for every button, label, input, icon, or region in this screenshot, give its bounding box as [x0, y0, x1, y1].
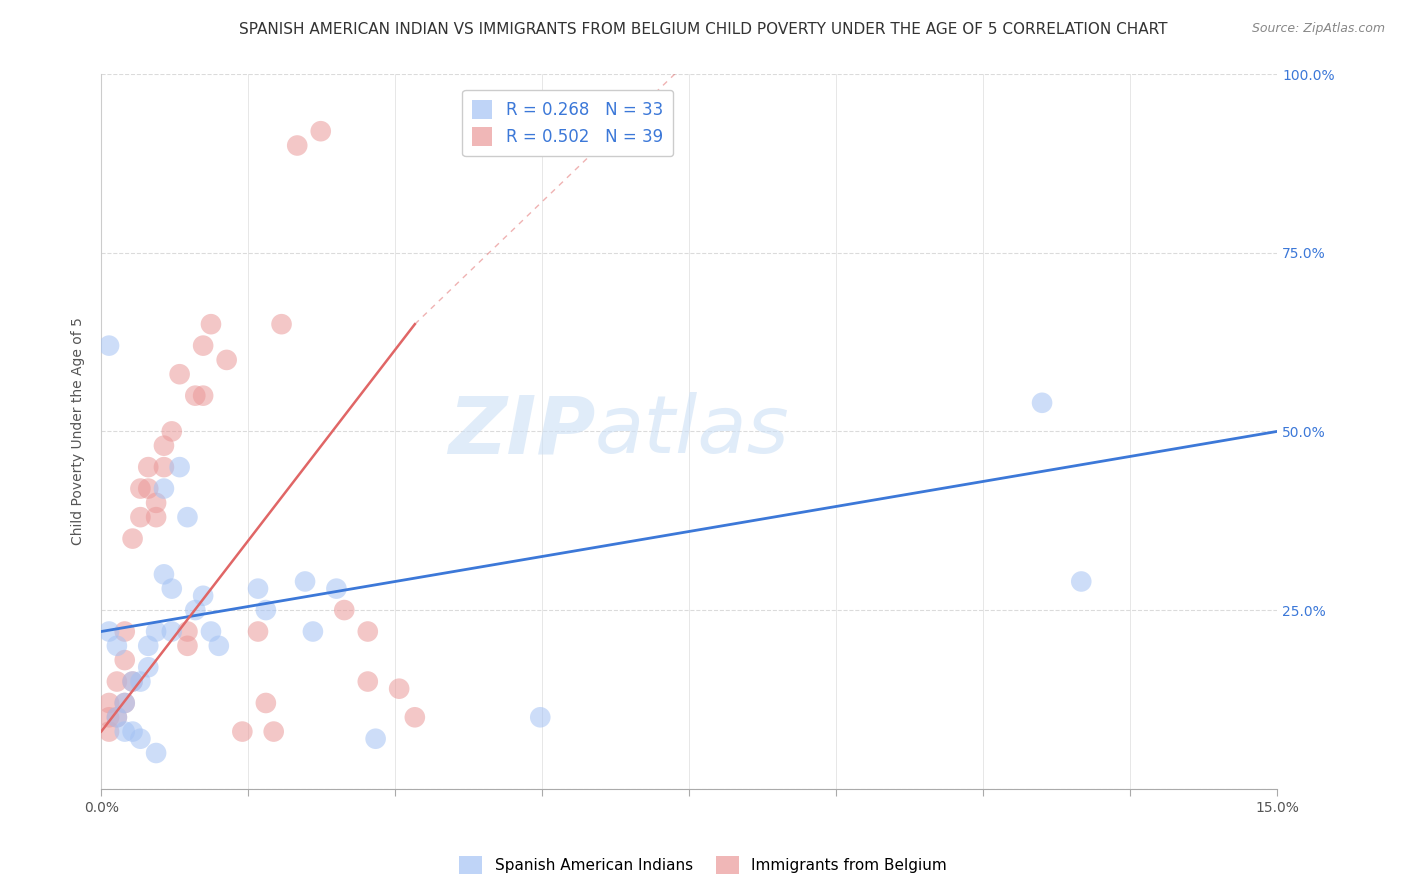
Point	[114, 653, 136, 667]
Point	[247, 582, 270, 596]
Point	[121, 724, 143, 739]
Point	[208, 639, 231, 653]
Point	[105, 710, 128, 724]
Point	[191, 338, 214, 352]
Point	[98, 624, 121, 639]
Point	[529, 710, 551, 724]
Point	[121, 674, 143, 689]
Point	[1070, 574, 1092, 589]
Point	[98, 724, 121, 739]
Point	[231, 724, 253, 739]
Point	[121, 532, 143, 546]
Point	[136, 639, 159, 653]
Point	[145, 510, 167, 524]
Point	[136, 482, 159, 496]
Point	[136, 660, 159, 674]
Point	[105, 639, 128, 653]
Point	[357, 624, 380, 639]
Point	[357, 674, 380, 689]
Point	[136, 460, 159, 475]
Point	[254, 696, 277, 710]
Point	[114, 624, 136, 639]
Point	[404, 710, 426, 724]
Point	[153, 460, 176, 475]
Point	[114, 724, 136, 739]
Point	[191, 589, 214, 603]
Point	[105, 710, 128, 724]
Legend: Spanish American Indians, Immigrants from Belgium: Spanish American Indians, Immigrants fro…	[453, 850, 953, 880]
Point	[160, 582, 183, 596]
Point	[176, 624, 198, 639]
Point	[388, 681, 411, 696]
Point	[200, 624, 222, 639]
Point	[145, 496, 167, 510]
Point	[263, 724, 285, 739]
Point	[325, 582, 347, 596]
Point	[254, 603, 277, 617]
Y-axis label: Child Poverty Under the Age of 5: Child Poverty Under the Age of 5	[72, 318, 86, 545]
Point	[98, 710, 121, 724]
Legend: R = 0.268   N = 33, R = 0.502   N = 39: R = 0.268 N = 33, R = 0.502 N = 39	[463, 89, 673, 156]
Point	[153, 482, 176, 496]
Point	[1031, 396, 1053, 410]
Point	[364, 731, 387, 746]
Point	[176, 639, 198, 653]
Point	[129, 731, 152, 746]
Point	[121, 674, 143, 689]
Point	[184, 603, 207, 617]
Point	[215, 352, 238, 367]
Point	[176, 510, 198, 524]
Point	[169, 460, 191, 475]
Point	[333, 603, 356, 617]
Point	[114, 696, 136, 710]
Point	[153, 439, 176, 453]
Point	[105, 674, 128, 689]
Point	[169, 368, 191, 382]
Point	[309, 124, 332, 138]
Text: Source: ZipAtlas.com: Source: ZipAtlas.com	[1251, 22, 1385, 36]
Point	[129, 674, 152, 689]
Text: ZIP: ZIP	[447, 392, 595, 470]
Point	[98, 696, 121, 710]
Point	[129, 482, 152, 496]
Point	[160, 425, 183, 439]
Point	[160, 624, 183, 639]
Point	[153, 567, 176, 582]
Point	[302, 624, 325, 639]
Point	[247, 624, 270, 639]
Point	[145, 746, 167, 760]
Point	[285, 138, 308, 153]
Point	[184, 389, 207, 403]
Point	[98, 338, 121, 352]
Point	[145, 624, 167, 639]
Point	[114, 696, 136, 710]
Point	[294, 574, 316, 589]
Text: atlas: atlas	[595, 392, 790, 470]
Point	[191, 389, 214, 403]
Text: SPANISH AMERICAN INDIAN VS IMMIGRANTS FROM BELGIUM CHILD POVERTY UNDER THE AGE O: SPANISH AMERICAN INDIAN VS IMMIGRANTS FR…	[239, 22, 1167, 37]
Point	[270, 317, 292, 331]
Point	[129, 510, 152, 524]
Point	[200, 317, 222, 331]
